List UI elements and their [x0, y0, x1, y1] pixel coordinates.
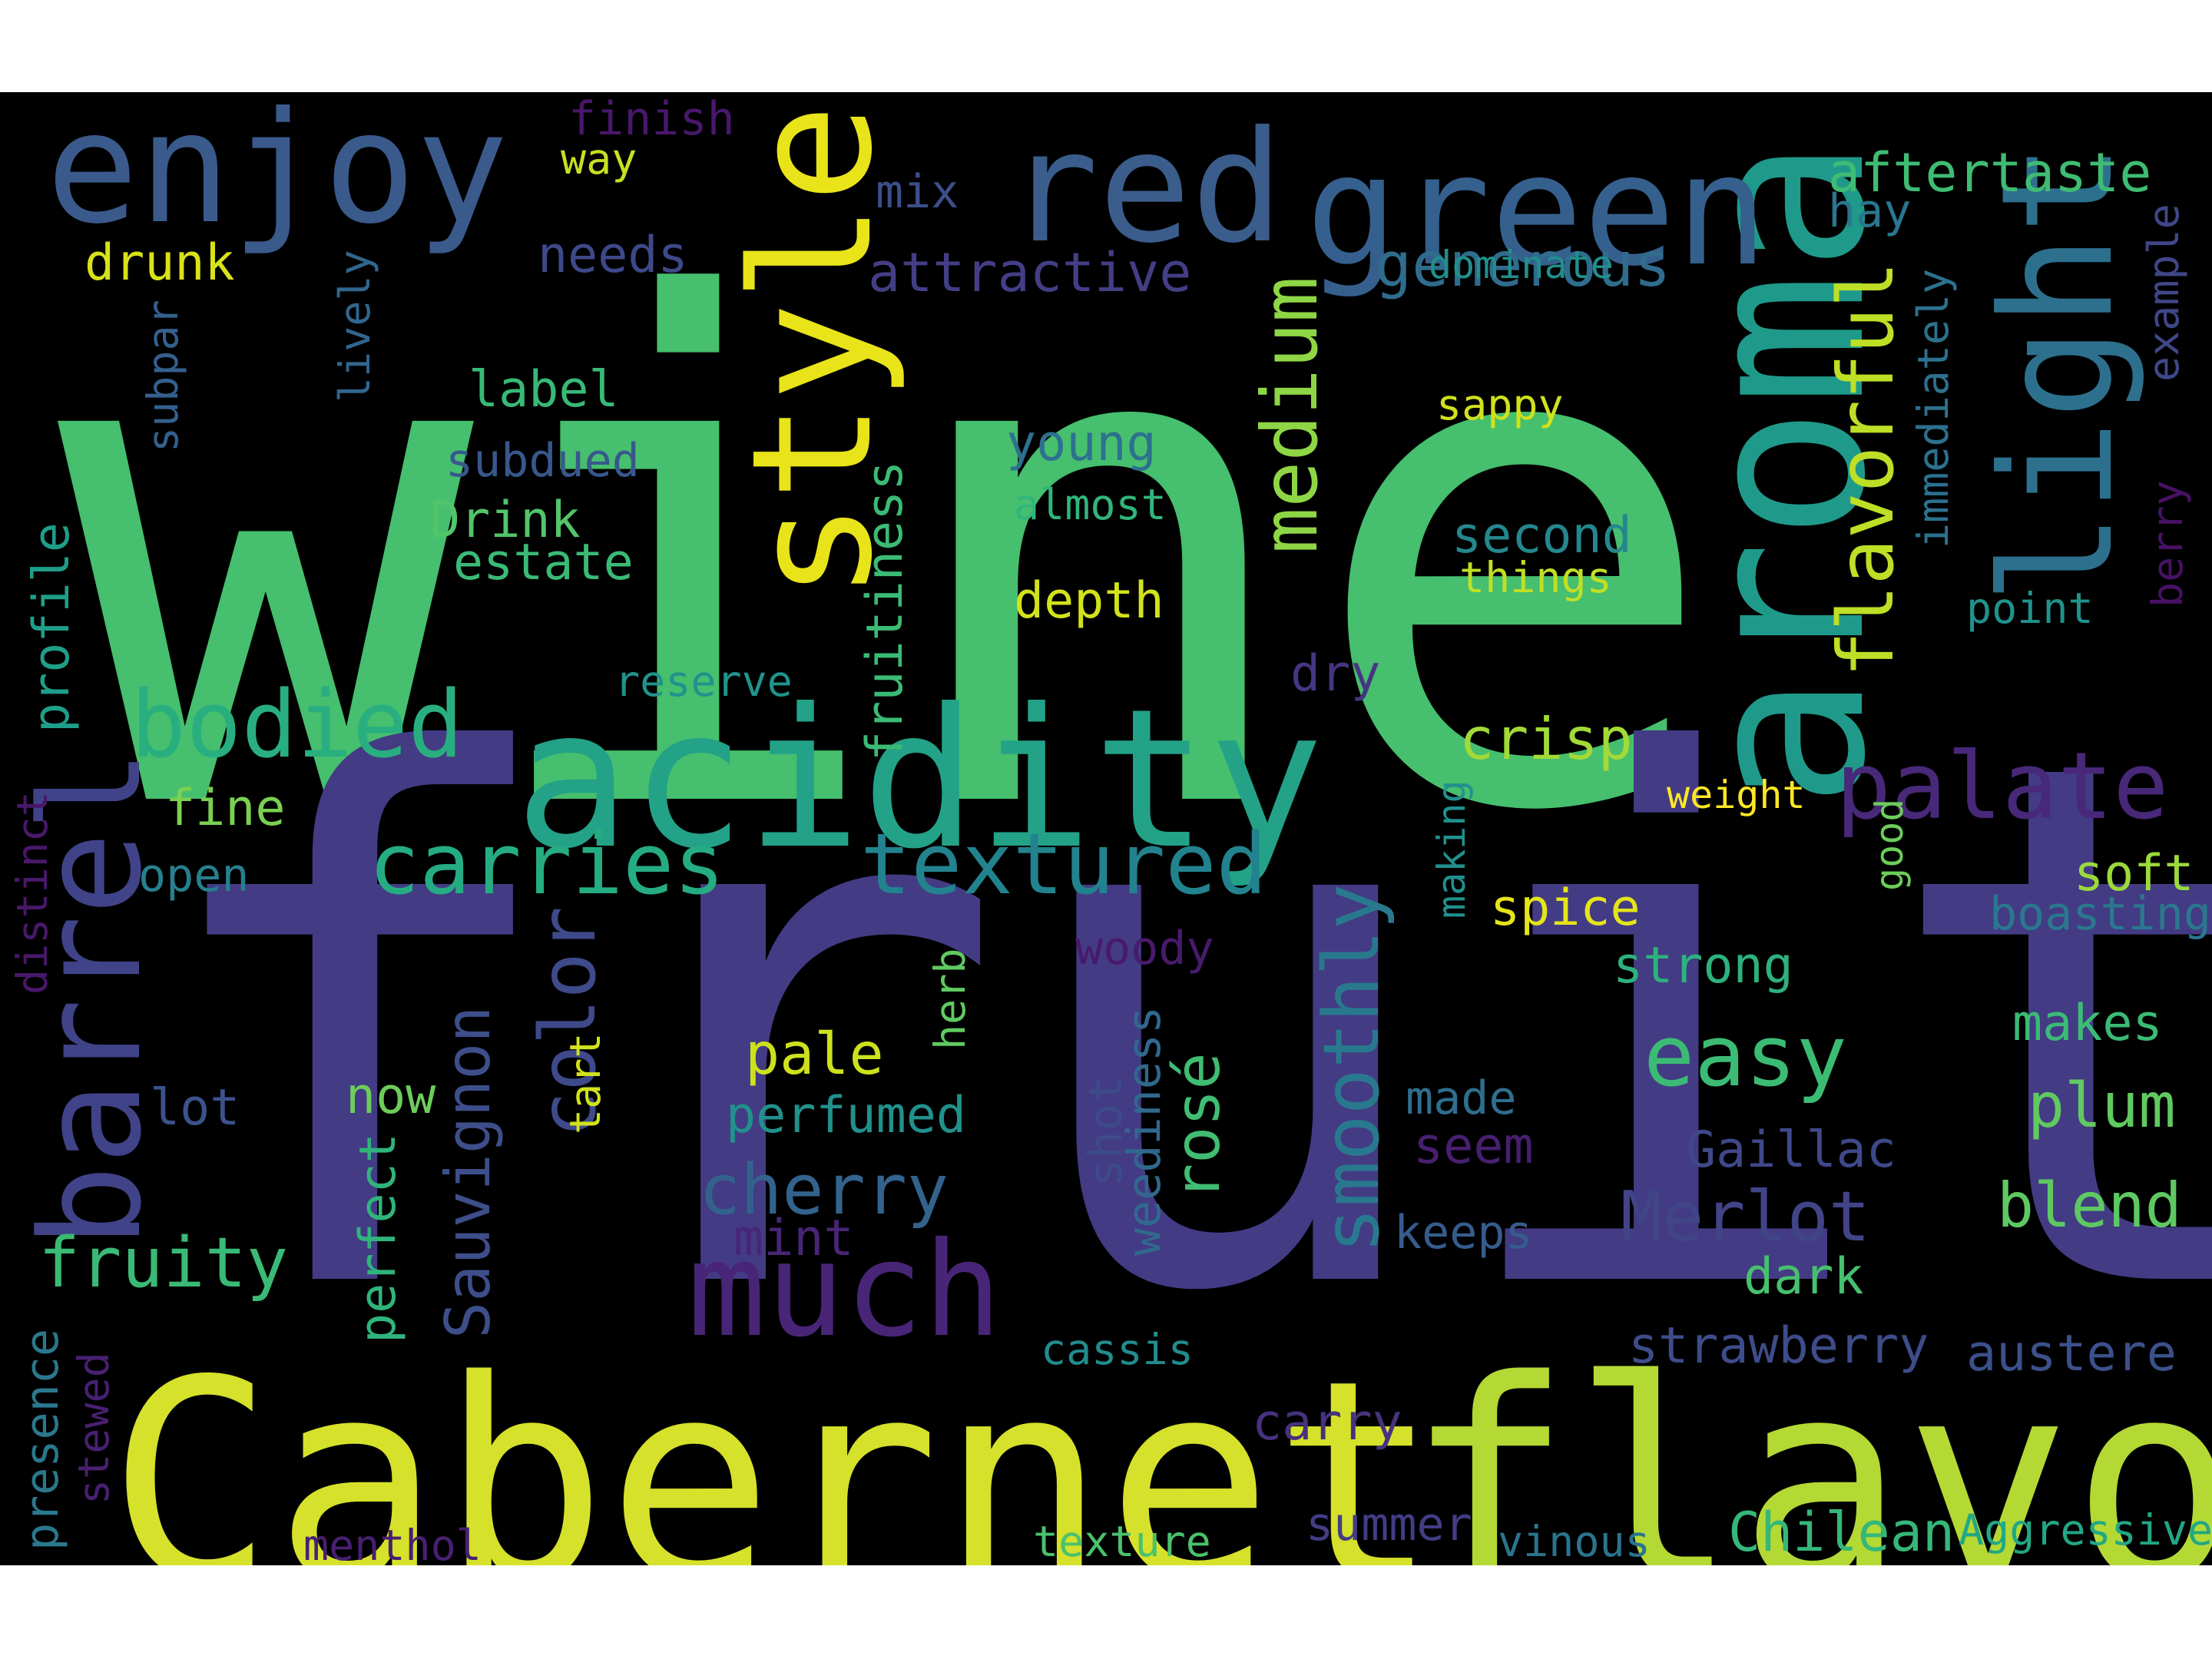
word-perfumed: perfumed	[726, 1087, 967, 1144]
word-sauvignon: Sauvignon	[432, 1005, 504, 1339]
word-vinous: vinous	[1498, 1517, 1651, 1565]
word-keeps: keeps	[1394, 1206, 1533, 1260]
word-boasting: boasting	[1989, 887, 2211, 941]
word-plum: plum	[2028, 1070, 2176, 1141]
word-good: good	[1867, 798, 1912, 891]
word-carries: carries	[369, 815, 725, 913]
word-summer: summer	[1306, 1498, 1472, 1551]
word-almost: almost	[1014, 480, 1167, 529]
word-example: example	[2139, 204, 2188, 382]
word-acidity: acidity	[515, 667, 1324, 891]
word-smoothly: smoothly	[1306, 883, 1396, 1253]
word-young: young	[1006, 415, 1157, 472]
word-woody: woody	[1075, 922, 1214, 975]
word-lively: lively	[330, 250, 379, 402]
word-dry: dry	[1290, 645, 1381, 703]
word-cabernet: Cabernet	[108, 1321, 1439, 1566]
word-carry: carry	[1252, 1394, 1402, 1452]
word-subpar: subpar	[138, 300, 187, 452]
word-subdued: subdued	[445, 434, 640, 488]
word-makes: makes	[2012, 995, 2163, 1052]
word-aggressive: Aggressive	[1959, 1505, 2212, 1555]
word-point: point	[1966, 584, 2094, 633]
word-herb: herb	[926, 948, 975, 1050]
word-made: made	[1406, 1071, 1517, 1125]
word-strong: strong	[1613, 937, 1793, 995]
word-perfect: perfect	[349, 1133, 407, 1343]
word-drink: Drink	[430, 492, 581, 549]
word-pale: pale	[745, 1020, 884, 1088]
word-berry: berry	[2143, 480, 2192, 608]
word-open: open	[138, 849, 250, 902]
word-gaillac: Gaillac	[1686, 1121, 1896, 1179]
word-shot: shot	[1079, 1075, 1133, 1187]
word-hay: hay	[1828, 184, 1912, 238]
word-dark: dark	[1743, 1248, 1864, 1306]
word-cloud-canvas: winefruitCabernetflavoracidityaromaenjoy…	[0, 92, 2212, 1565]
word-palate: palate	[1836, 733, 2169, 840]
word-spice: spice	[1490, 879, 1641, 937]
word-medium: medium	[1245, 276, 1335, 554]
word-fruity: fruity	[38, 1223, 289, 1303]
word-immediately: immediately	[1909, 268, 1958, 548]
word-finish: finish	[568, 92, 735, 146]
word-bodied: bodied	[131, 672, 464, 779]
word-now: now	[346, 1068, 436, 1125]
word-flavorful: flavorful	[1821, 261, 1911, 677]
word-attractive: attractive	[868, 241, 1192, 304]
word-things: things	[1459, 553, 1612, 602]
word-way: way	[561, 134, 637, 184]
word-label: label	[469, 361, 619, 419]
word-menthol: menthol	[303, 1521, 482, 1566]
word-lot: lot	[150, 1079, 240, 1137]
word-textured: textured	[860, 815, 1267, 913]
word-ros-: rosé	[1162, 1052, 1233, 1200]
word-depth: depth	[1014, 572, 1164, 630]
word-fruitiness: fruitiness	[856, 460, 914, 761]
word-dominate: dominate	[1429, 243, 1614, 287]
word-sappy: sappy	[1436, 380, 1564, 429]
word-wine: wine	[58, 158, 1723, 962]
word-enjoy: enjoy	[46, 92, 509, 258]
word-second: second	[1452, 507, 1632, 565]
word-easy: easy	[1644, 1007, 1847, 1105]
word-weight: weight	[1667, 773, 1806, 817]
word-mix: mix	[876, 165, 959, 219]
word-profile: profile	[23, 522, 81, 733]
word-generous: generous	[1375, 229, 1671, 300]
word-making: making	[1429, 780, 1474, 919]
word-aftertaste: aftertaste	[1828, 141, 2152, 204]
word-mint: mint	[733, 1210, 854, 1267]
word-crisp: crisp	[1459, 705, 1633, 773]
word-presence: presence	[15, 1329, 69, 1551]
word-chilean: Chilean	[1728, 1501, 1955, 1564]
word-reserve: reserve	[614, 657, 793, 706]
word-soft: soft	[2074, 845, 2194, 902]
word-seem: seem	[1413, 1118, 1534, 1175]
word-merlot: Merlot	[1621, 1177, 1871, 1257]
word-much: much	[687, 1214, 1002, 1366]
word-austere: austere	[1966, 1325, 2177, 1382]
word-light: light	[1969, 141, 2147, 604]
word-cherry: cherry	[699, 1150, 949, 1230]
word-estate: estate	[453, 534, 634, 591]
word-stewed: stewed	[69, 1352, 118, 1505]
word-blend: blend	[1997, 1170, 2182, 1241]
word-strawberry: strawberry	[1628, 1317, 1929, 1375]
word-cassis: cassis	[1041, 1325, 1194, 1374]
word-distinct: distinct	[8, 791, 57, 995]
word-texture: texture	[1033, 1517, 1211, 1565]
word-fine: fine	[165, 780, 286, 837]
word-red: red	[1006, 98, 1284, 277]
word-fruit: fruit	[138, 608, 2212, 1449]
word-green: green	[1306, 121, 1769, 300]
word-flavor: flavor	[1406, 1321, 2212, 1566]
word-tart: tart	[561, 1032, 610, 1134]
word-needs: needs	[538, 227, 688, 284]
word-drunk: drunk	[84, 234, 235, 292]
